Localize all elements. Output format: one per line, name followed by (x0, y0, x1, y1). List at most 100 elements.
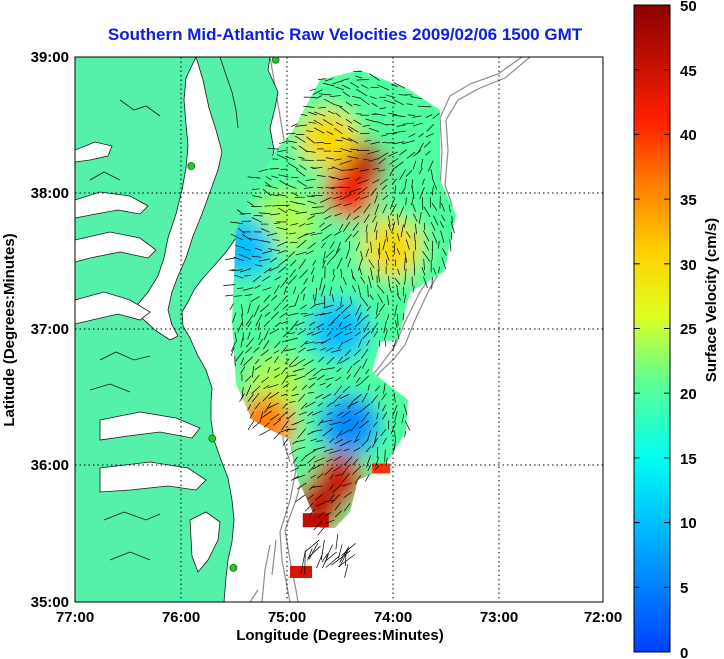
velocity-vector (391, 221, 396, 233)
velocity-vector (327, 167, 334, 170)
velocity-vector (267, 366, 271, 374)
velocity-vector (432, 179, 438, 190)
velocity-vector (267, 384, 279, 389)
velocity-vector (322, 393, 332, 400)
velocity-vector (288, 449, 297, 455)
velocity-vector (392, 130, 406, 134)
velocity-vector (418, 211, 422, 224)
velocity-vector (426, 124, 435, 132)
velocity-vector (264, 205, 272, 207)
velocity-vector (321, 223, 332, 232)
velocity-vector (367, 384, 370, 391)
velocity-vector (260, 304, 270, 313)
velocity-vector (361, 438, 369, 447)
velocity-vector (338, 321, 343, 328)
velocity-vector (374, 431, 378, 444)
velocity-vector (342, 91, 351, 98)
velocity-vector (366, 339, 371, 346)
velocity-vector (295, 251, 307, 256)
velocity-vector (439, 221, 444, 228)
velocity-vector (353, 447, 361, 452)
velocity-vector (321, 553, 328, 563)
velocity-vector (382, 239, 386, 251)
velocity-vector (264, 356, 273, 362)
velocity-vector (280, 367, 287, 375)
velocity-vector (268, 248, 281, 252)
velocity-vector (423, 240, 430, 251)
velocity-cell (302, 513, 329, 528)
velocity-vector (332, 394, 342, 404)
velocity-vector (400, 224, 404, 238)
velocity-vector (339, 546, 350, 563)
velocity-region (319, 394, 380, 455)
velocity-vector (306, 420, 315, 424)
velocity-vector (341, 465, 350, 476)
velocity-vector (259, 411, 264, 423)
velocity-vector (370, 241, 372, 253)
velocity-vector (347, 257, 352, 268)
velocity-vector (412, 160, 417, 170)
velocity-vector (290, 223, 298, 226)
velocity-vector (326, 331, 332, 337)
velocity-vector (296, 446, 306, 450)
velocity-vector (282, 330, 290, 338)
velocity-vector (393, 392, 396, 403)
velocity-vector (335, 121, 344, 127)
velocity-vector (309, 88, 316, 92)
velocity-vector (343, 503, 351, 512)
velocity-vector (393, 99, 404, 106)
velocity-vector (282, 295, 287, 303)
velocity-vector (312, 294, 316, 305)
velocity-vector (234, 332, 238, 342)
velocity-vector (334, 158, 342, 161)
velocity-vector (333, 230, 342, 236)
velocity-vector (404, 251, 408, 263)
velocity-vector (303, 278, 308, 285)
velocity-vector (325, 186, 335, 189)
colorbar-tick: 15 (680, 451, 697, 468)
velocity-vector (363, 321, 370, 333)
velocity-vector (294, 294, 300, 306)
velocity-vector (398, 206, 405, 218)
velocity-vector (329, 286, 332, 297)
velocity-vector (374, 465, 380, 471)
velocity-vector (280, 320, 289, 325)
velocity-vector (334, 212, 343, 217)
velocity-vector (252, 422, 260, 429)
velocity-vector (337, 341, 344, 350)
velocity-vector (252, 188, 260, 190)
velocity-vector (274, 356, 279, 364)
velocity-vector (398, 149, 407, 156)
velocity-vector (381, 184, 388, 190)
velocity-vector (383, 329, 388, 341)
velocity-vector (355, 241, 361, 252)
velocity-vector (376, 284, 385, 294)
velocity-vector (316, 302, 326, 305)
velocity-vector (330, 95, 341, 98)
velocity-vector (251, 217, 262, 223)
velocity-vector (328, 322, 334, 327)
velocity-vector (343, 221, 351, 232)
velocity-vector (353, 215, 360, 220)
velocity-vector (383, 99, 396, 105)
velocity-vector (381, 134, 388, 137)
velocity-vector (372, 168, 379, 170)
velocity-vector (270, 257, 278, 263)
velocity-vector (396, 293, 402, 301)
velocity-vector (343, 203, 352, 207)
velocity-vector (316, 374, 325, 381)
velocity-vector (260, 410, 272, 419)
velocity-vector (379, 242, 381, 255)
velocity-vector (324, 78, 334, 82)
velocity-vector (277, 149, 288, 153)
velocity-vector (315, 502, 325, 507)
velocity-vector (357, 186, 368, 196)
velocity-vector (270, 413, 280, 421)
velocity-vector (385, 457, 388, 465)
velocity-vector (406, 151, 416, 159)
velocity-vector (425, 150, 431, 156)
velocity-vector (308, 543, 319, 560)
velocity-vector (306, 331, 314, 336)
velocity-vector (413, 149, 422, 157)
velocity-vector (232, 312, 237, 323)
